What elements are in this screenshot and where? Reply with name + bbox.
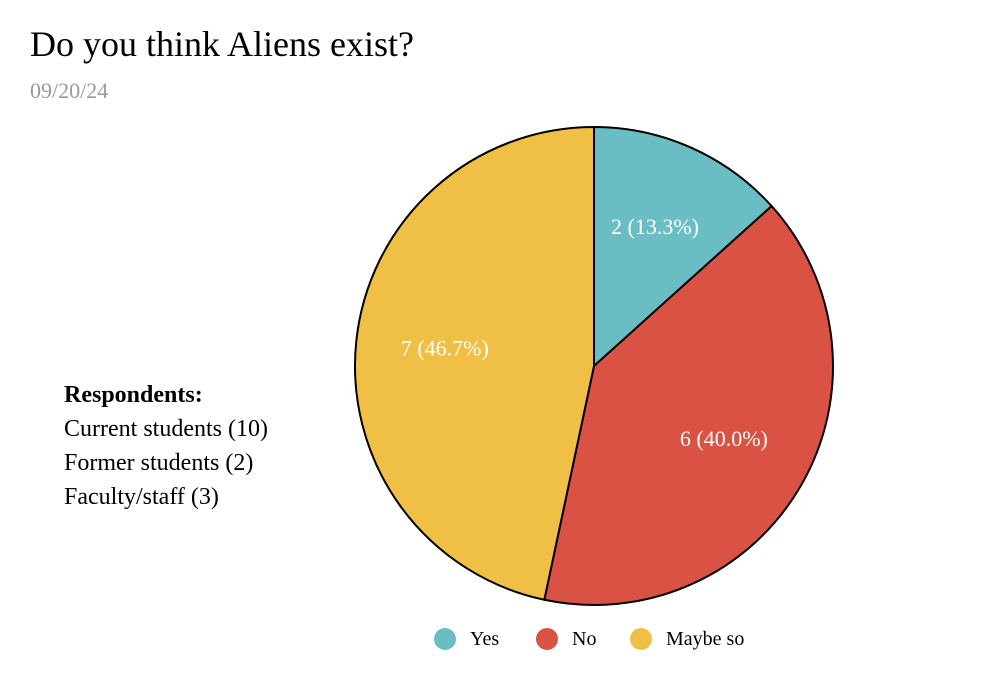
legend-item-no: No (536, 624, 596, 654)
legend-swatch-maybe-so (630, 628, 652, 650)
respondents-former-students: Former students (2) (64, 450, 254, 476)
pie-slice-maybe-so (354, 126, 595, 601)
respondents-faculty-staff: Faculty/staff (3) (64, 484, 219, 510)
pie-slice-no (543, 205, 834, 606)
respondents-panel: Respondents: Current students (10) Forme… (64, 378, 268, 514)
legend-label-yes: Yes (470, 627, 500, 650)
legend-item-maybe-so: Maybe so (630, 624, 744, 654)
legend-label-maybe-so: Maybe so (666, 627, 745, 650)
pie-slice-yes (593, 126, 773, 367)
legend-label-no: No (572, 627, 597, 650)
legend-swatch-no (536, 628, 558, 650)
legend-swatch-yes (434, 628, 456, 650)
chart-legend: Yes No Maybe so (0, 624, 994, 654)
pie-label-no: 6 (40.0%) (680, 426, 768, 451)
chart-date: 09/20/24 (30, 78, 109, 103)
chart-title: Do you think Aliens exist? (30, 24, 414, 64)
pie-label-yes: 2 (13.3%) (611, 214, 699, 239)
respondents-current-students: Current students (10) (64, 416, 268, 442)
respondents-heading: Respondents: (64, 382, 203, 408)
pie-label-maybe-so: 7 (46.7%) (401, 335, 489, 360)
legend-item-yes: Yes (434, 624, 499, 654)
